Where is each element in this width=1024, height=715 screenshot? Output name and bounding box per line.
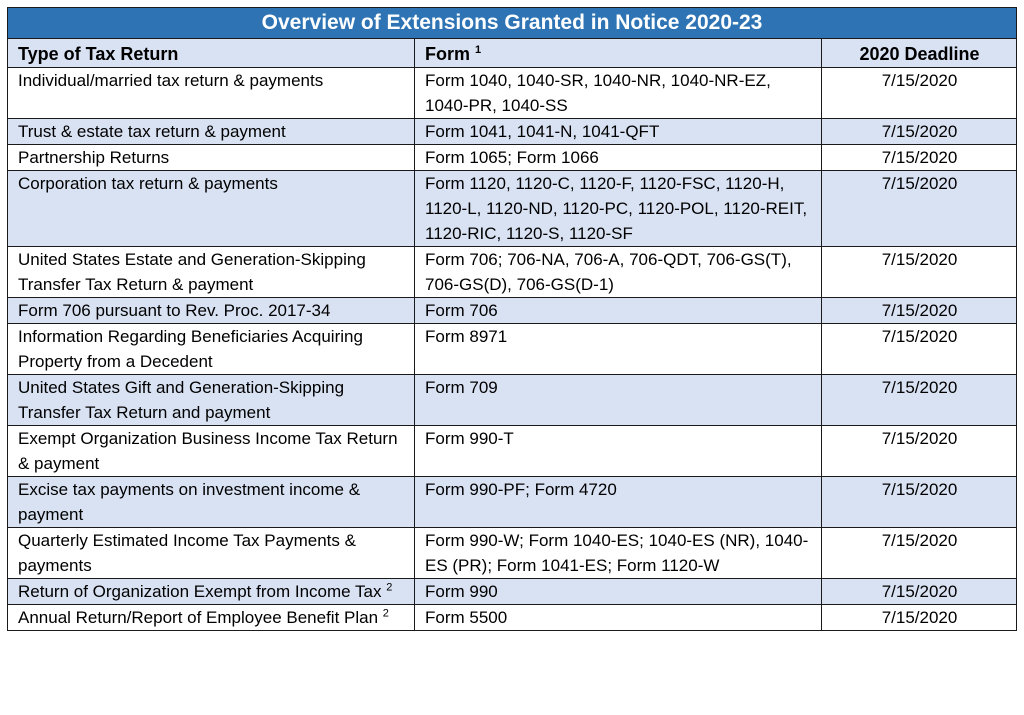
table-row: Form 706 pursuant to Rev. Proc. 2017-34 F…: [7, 297, 1018, 324]
cell-type-text: Exempt Organization Business Income Tax …: [18, 429, 398, 473]
cell-type: Exempt Organization Business Income Tax …: [7, 425, 415, 477]
cell-deadline: 7/15/2020: [820, 246, 1018, 298]
header-form: Form 1: [414, 38, 822, 68]
table-row: Quarterly Estimated Income Tax Payments …: [7, 527, 1018, 579]
table-row: Exempt Organization Business Income Tax …: [7, 425, 1018, 477]
cell-type: United States Estate and Generation-Skip…: [7, 246, 415, 298]
cell-type-text: Return of Organization Exempt from Incom…: [18, 582, 382, 601]
table-row: Trust & estate tax return & payment Form …: [7, 118, 1018, 145]
cell-deadline: 7/15/2020: [820, 425, 1018, 477]
cell-form: Form 709: [414, 374, 822, 426]
cell-type-text: United States Estate and Generation-Skip…: [18, 250, 366, 294]
cell-deadline: 7/15/2020: [820, 604, 1018, 631]
cell-type-text: Corporation tax return & payments: [18, 174, 278, 193]
cell-deadline: 7/15/2020: [820, 144, 1018, 171]
cell-form: Form 8971: [414, 323, 822, 375]
header-type-label: Type of Tax Return: [18, 44, 179, 64]
cell-type: Excise tax payments on investment income…: [7, 476, 415, 528]
cell-deadline: 7/15/2020: [820, 578, 1018, 605]
cell-type-footnote: 2: [386, 581, 393, 594]
cell-type: Quarterly Estimated Income Tax Payments …: [7, 527, 415, 579]
table-title: Overview of Extensions Granted in Notice…: [6, 7, 1018, 39]
table-row: Excise tax payments on investment income…: [7, 476, 1018, 528]
table-body: Individual/married tax return & payments…: [7, 67, 1018, 631]
table-row: United States Estate and Generation-Skip…: [7, 246, 1018, 298]
cell-deadline: 7/15/2020: [820, 170, 1018, 247]
cell-form: Form 990: [414, 578, 822, 605]
cell-type-text: Partnership Returns: [18, 148, 170, 167]
cell-deadline: 7/15/2020: [820, 527, 1018, 579]
header-deadline: 2020 Deadline: [820, 38, 1018, 68]
header-form-label: Form: [425, 44, 470, 64]
table-row: Annual Return/Report of Employee Benefit…: [7, 604, 1018, 631]
cell-type-text: Annual Return/Report of Employee Benefit…: [18, 608, 379, 627]
cell-type: Annual Return/Report of Employee Benefit…: [7, 604, 415, 631]
table-row: Return of Organization Exempt from Incom…: [7, 578, 1018, 605]
cell-form: Form 990-T: [414, 425, 822, 477]
extensions-table: Overview of Extensions Granted in Notice…: [6, 7, 1018, 631]
cell-form: Form 990-W; Form 1040-ES; 1040-ES (NR), …: [414, 527, 822, 579]
cell-deadline: 7/15/2020: [820, 297, 1018, 324]
cell-type: Form 706 pursuant to Rev. Proc. 2017-34: [7, 297, 415, 324]
cell-form: Form 1041, 1041-N, 1041-QFT: [414, 118, 822, 145]
cell-type: Return of Organization Exempt from Incom…: [7, 578, 415, 605]
cell-deadline: 7/15/2020: [820, 323, 1018, 375]
table-row: Corporation tax return & payments Form 11…: [7, 170, 1018, 247]
cell-type-text: Individual/married tax return & payments: [18, 71, 324, 90]
cell-form: Form 5500: [414, 604, 822, 631]
cell-type: Information Regarding Beneficiaries Acqu…: [7, 323, 415, 375]
cell-form: Form 1120, 1120-C, 1120-F, 1120-FSC, 112…: [414, 170, 822, 247]
cell-form: Form 706; 706-NA, 706-A, 706-QDT, 706-GS…: [414, 246, 822, 298]
cell-type-text: Excise tax payments on investment income…: [18, 480, 361, 524]
cell-form: Form 706: [414, 297, 822, 324]
cell-deadline: 7/15/2020: [820, 476, 1018, 528]
cell-type-text: United States Gift and Generation-Skippi…: [18, 378, 345, 422]
cell-type-text: Trust & estate tax return & payment: [18, 122, 286, 141]
table-row: Partnership Returns Form 1065; Form 1066 7…: [7, 144, 1018, 171]
header-type: Type of Tax Return: [7, 38, 415, 68]
cell-form: Form 1040, 1040-SR, 1040-NR, 1040-NR-EZ,…: [414, 67, 822, 119]
header-row: Type of Tax Return Form 1 2020 Deadline: [7, 38, 1018, 68]
cell-type: Individual/married tax return & payments: [7, 67, 415, 119]
table-row: Individual/married tax return & payments…: [7, 67, 1018, 119]
cell-type: Corporation tax return & payments: [7, 170, 415, 247]
cell-type-text: Form 706 pursuant to Rev. Proc. 2017-34: [18, 301, 331, 320]
header-deadline-label: 2020 Deadline: [859, 44, 980, 64]
cell-type-footnote: 2: [382, 607, 389, 620]
cell-form: Form 1065; Form 1066: [414, 144, 822, 171]
extensions-table-wrapper: Overview of Extensions Granted in Notice…: [6, 7, 1018, 631]
cell-deadline: 7/15/2020: [820, 374, 1018, 426]
cell-deadline: 7/15/2020: [820, 118, 1018, 145]
table-row: Information Regarding Beneficiaries Acqu…: [7, 323, 1018, 375]
cell-type: Partnership Returns: [7, 144, 415, 171]
cell-type-text: Quarterly Estimated Income Tax Payments …: [18, 531, 356, 575]
cell-type: United States Gift and Generation-Skippi…: [7, 374, 415, 426]
header-form-footnote: 1: [475, 44, 482, 56]
cell-type: Trust & estate tax return & payment: [7, 118, 415, 145]
cell-form: Form 990-PF; Form 4720: [414, 476, 822, 528]
cell-deadline: 7/15/2020: [820, 67, 1018, 119]
cell-type-text: Information Regarding Beneficiaries Acqu…: [18, 327, 363, 371]
table-row: United States Gift and Generation-Skippi…: [7, 374, 1018, 426]
